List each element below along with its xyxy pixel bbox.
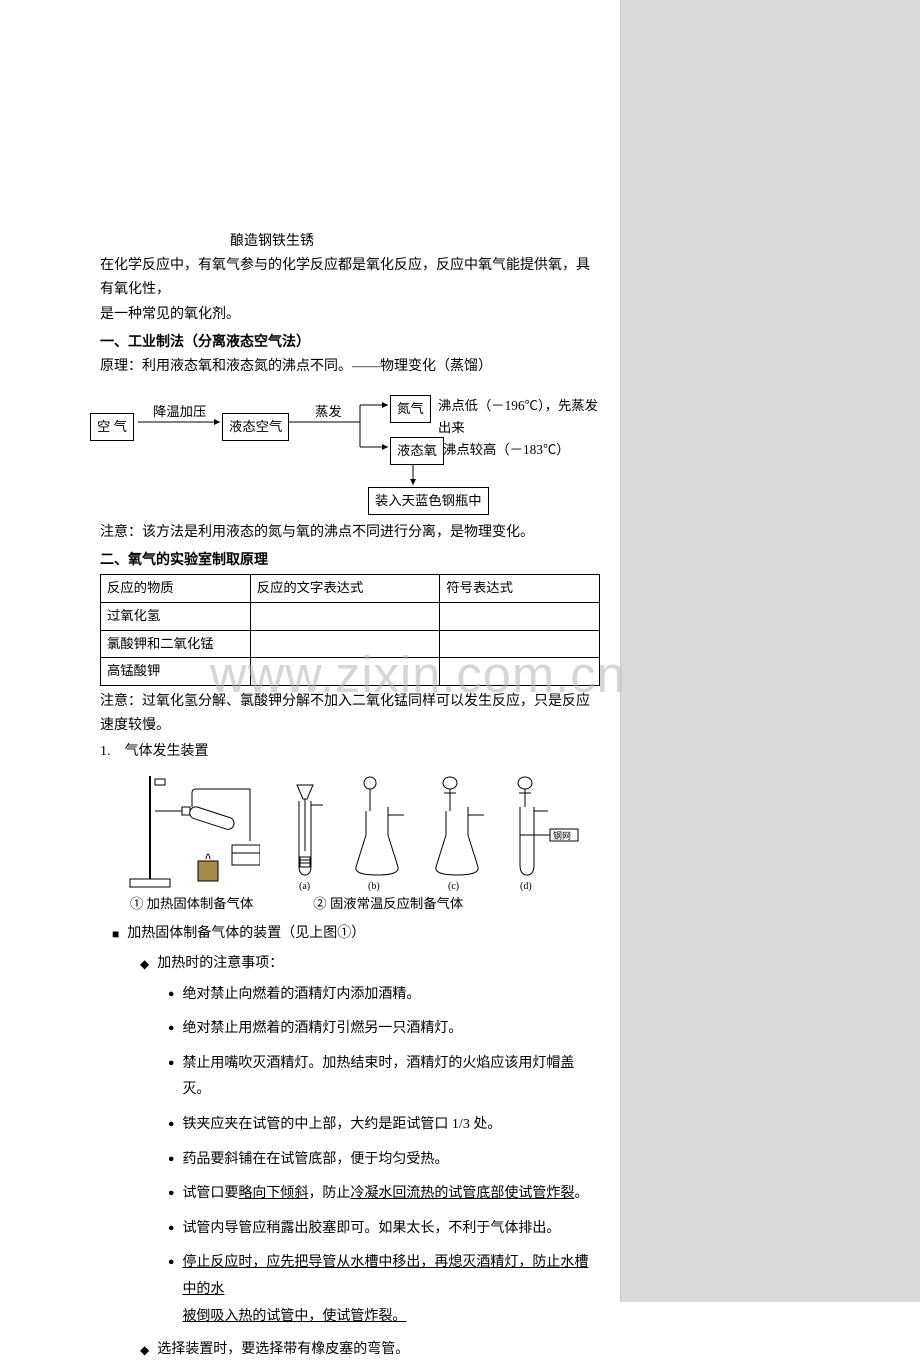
note-2: 注意：过氧化氢分解、氯酸钾分解不加入二氧化锰同样可以发生反应，只是反应速度较慢。: [100, 690, 600, 738]
list-item: 铁夹应夹在试管的中上部，大约是距试管口 1/3 处。: [168, 1112, 600, 1139]
underline-text: 被倒吸入热的试管中，使试管炸裂。: [182, 1309, 406, 1324]
list-item: 禁止用嘴吹灭酒精灯。加热结束时，酒精灯的火焰应该用灯帽盖灭。: [168, 1051, 600, 1104]
table-header-row: 反应的物质 反应的文字表达式 符号表达式: [101, 575, 600, 603]
apparatus-a-icon: (a): [285, 771, 325, 891]
list-item: 试管内导管应稍露出胶塞即可。如果太长，不利于气体排出。: [168, 1216, 600, 1243]
flow-box-bottle: 装入天蓝色钢瓶中: [368, 487, 489, 516]
notes-list: 加热固体制备气体的装置（见上图①） 加热时的注意事项： 绝对禁止向燃着的酒精灯内…: [112, 922, 600, 1362]
intro-line-1: 在化学反应中，有氧气参与的化学反应都是氧化反应，反应中氧气能提供氧，具有氧化性，: [100, 254, 600, 302]
steel-mesh-label: 钢网: [553, 830, 571, 841]
apparatus-letter: (b): [368, 881, 380, 891]
flowchart: 空 气 降温加压 液态空气 蒸发 氮气 沸点低（－196℃），先蒸发出来 液态氧…: [90, 387, 600, 517]
apparatus-row: (a) (b) (c): [120, 771, 600, 891]
section-1-principle: 原理：利用液态氧和液态氮的沸点不同。——物理变化（蒸馏）: [100, 355, 600, 379]
table-cell: [250, 630, 440, 658]
table-cell: 高锰酸钾: [101, 658, 251, 686]
table-row: 高锰酸钾: [101, 658, 600, 686]
table-cell: 过氧化氢: [101, 603, 251, 631]
table-row: 氯酸钾和二氧化锰: [101, 630, 600, 658]
table-header-cell: 反应的文字表达式: [250, 575, 440, 603]
list-item: 加热固体制备气体的装置（见上图①）: [112, 922, 600, 946]
section-2-title: 二、氧气的实验室制取原理: [100, 549, 600, 573]
section-1-title: 一、工业制法（分离液态空气法）: [100, 331, 600, 355]
underline-text: 略向下倾斜: [238, 1186, 308, 1201]
apparatus-labels: ① 加热固体制备气体 ② 固液常温反应制备气体: [130, 893, 600, 916]
heading: 酿造钢铁生锈: [100, 230, 600, 254]
apparatus-b-icon: (b): [350, 771, 405, 891]
table-header-cell: 反应的物质: [101, 575, 251, 603]
list-item: 加热时的注意事项：: [140, 952, 600, 976]
list-item: 绝对禁止用燃着的酒精灯引燃另一只酒精灯。: [168, 1016, 600, 1043]
table-cell: [250, 603, 440, 631]
flow-label-bp-high: 沸点较高（－183℃）: [443, 439, 570, 462]
list-item: 停止反应时，应先把导管从水槽中移出，再熄灭酒精灯，防止水槽中的水 被倒吸入热的试…: [168, 1250, 600, 1330]
apparatus-letter: (d): [520, 881, 532, 891]
flow-label-bp-low: 沸点低（－196℃），先蒸发出来: [438, 395, 600, 440]
table-row: 过氧化氢: [101, 603, 600, 631]
flow-box-nitrogen: 氮气: [390, 395, 431, 424]
flow-box-liquid-oxygen: 液态氧: [390, 437, 444, 466]
apparatus-c-icon: (c): [430, 771, 485, 891]
content-area: 酿造钢铁生锈 在化学反应中，有氧气参与的化学反应都是氧化反应，反应中氧气能提供氧…: [0, 0, 620, 1302]
list-item: 试管口要略向下倾斜，防止冷凝水回流热的试管底部使试管炸裂。: [168, 1181, 600, 1208]
list-item: 绝对禁止向燃着的酒精灯内添加酒精。: [168, 982, 600, 1009]
intro-line-2: 是一种常见的氧化剂。: [100, 303, 600, 327]
text-fragment: 试管口要: [182, 1186, 238, 1201]
apparatus-d-icon: 钢网 (d): [510, 771, 580, 891]
flow-box-liquid-air: 液态空气: [222, 413, 289, 442]
table-cell: [250, 658, 440, 686]
table-cell: [440, 658, 600, 686]
text-fragment: 。: [574, 1186, 588, 1201]
side-margin: [620, 0, 920, 1302]
table-cell: [440, 603, 600, 631]
list-item: 药品要斜铺在在试管底部，便于均匀受热。: [168, 1147, 600, 1174]
apparatus-letter: (a): [299, 881, 310, 891]
apparatus-label-2: ② 固液常温反应制备气体: [313, 893, 463, 916]
table-header-cell: 符号表达式: [440, 575, 600, 603]
table-cell: [440, 630, 600, 658]
flow-label-cool: 降温加压: [153, 401, 206, 424]
note-1: 注意：该方法是利用液态的氮与氧的沸点不同进行分离，是物理变化。: [100, 521, 600, 545]
table-cell: 氯酸钾和二氧化锰: [101, 630, 251, 658]
apparatus-heating-icon: [120, 771, 260, 891]
flow-label-evap: 蒸发: [315, 401, 342, 424]
page: 酿造钢铁生锈 在化学反应中，有氧气参与的化学反应都是氧化反应，反应中氧气能提供氧…: [0, 0, 920, 1302]
section-3-num: 1. 气体发生装置: [100, 740, 600, 764]
flow-box-air: 空 气: [90, 413, 134, 442]
text-fragment: ，防止: [308, 1186, 350, 1201]
underline-text: 停止反应时，应先把导管从水槽中移出，再熄灭酒精灯，防止水槽中的水: [182, 1255, 588, 1297]
list-item: 选择装置时，要选择带有橡皮塞的弯管。: [140, 1338, 600, 1362]
apparatus-letter: (c): [448, 881, 459, 891]
underline-text: 冷凝水回流热的试管底部使试管炸裂: [350, 1186, 574, 1201]
apparatus-label-1: ① 加热固体制备气体: [130, 893, 253, 916]
reaction-table: 反应的物质 反应的文字表达式 符号表达式 过氧化氢 氯酸钾和二氧化锰 高锰酸钾: [100, 574, 600, 686]
